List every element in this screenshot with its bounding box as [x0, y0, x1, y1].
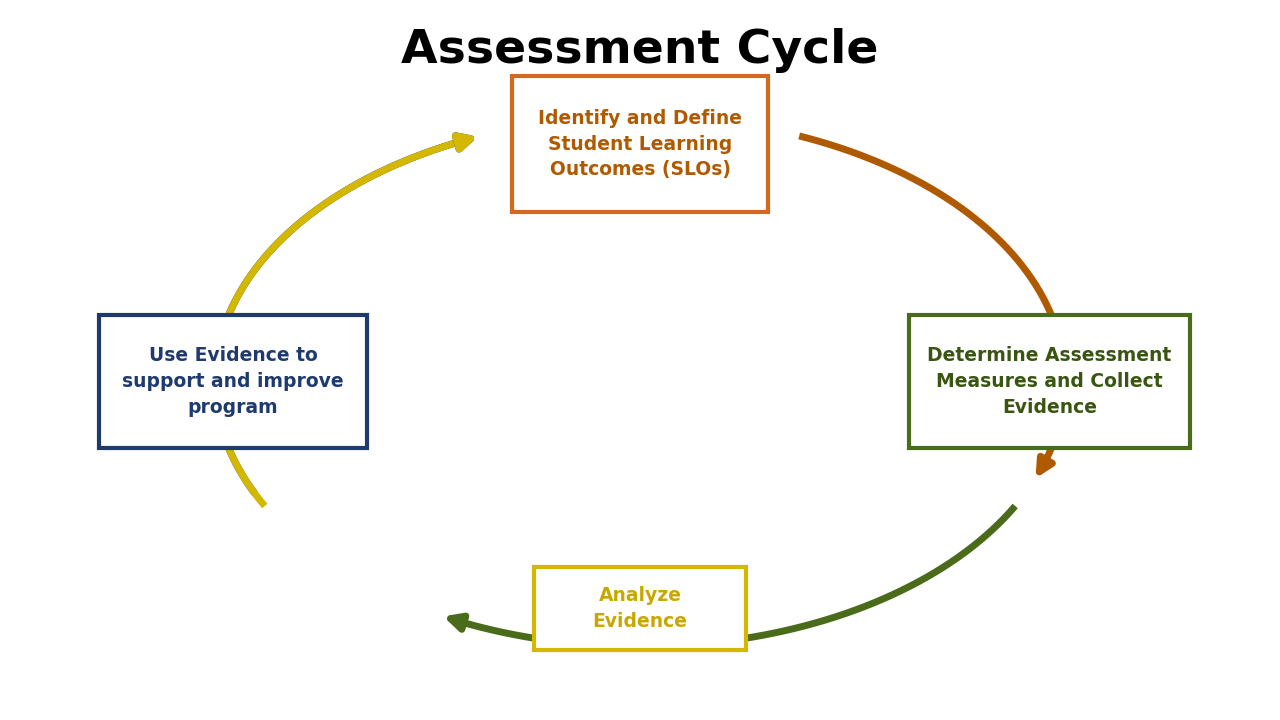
Text: Analyze
Evidence: Analyze Evidence — [593, 586, 687, 631]
Text: Determine Assessment
Measures and Collect
Evidence: Determine Assessment Measures and Collec… — [928, 346, 1171, 417]
FancyBboxPatch shape — [535, 567, 745, 649]
Text: Use Evidence to
support and improve
program: Use Evidence to support and improve prog… — [122, 346, 344, 417]
FancyBboxPatch shape — [99, 315, 367, 448]
Text: Identify and Define
Student Learning
Outcomes (SLOs): Identify and Define Student Learning Out… — [538, 109, 742, 179]
FancyBboxPatch shape — [909, 315, 1190, 448]
Text: Assessment Cycle: Assessment Cycle — [402, 28, 878, 73]
FancyBboxPatch shape — [512, 76, 768, 212]
